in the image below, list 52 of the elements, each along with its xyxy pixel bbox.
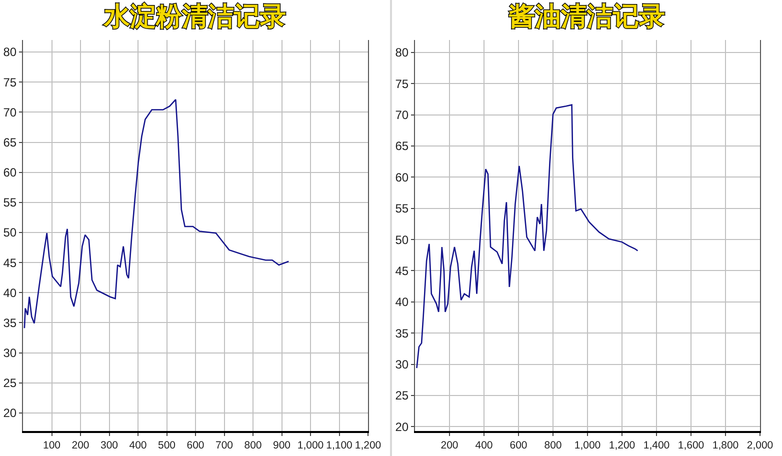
y-tick-label: 60	[3, 166, 17, 180]
x-tick-label: 700	[215, 440, 234, 452]
y-tick-label: 45	[3, 256, 17, 270]
x-tick-label: 1,100	[326, 440, 353, 452]
y-tick-label: 40	[395, 295, 409, 310]
line-series	[24, 98, 290, 329]
x-tick-label: 300	[100, 440, 118, 452]
y-tick-label: 65	[395, 139, 409, 154]
x-tick-label: 2,000	[746, 440, 774, 452]
x-tick-label: 800	[544, 440, 562, 452]
x-tick-label: 1,600	[678, 440, 704, 452]
y-tick-label: 20	[395, 420, 409, 434]
y-tick-label: 20	[3, 406, 17, 420]
x-tick-label: 1,800	[712, 440, 739, 452]
x-tick-label: 500	[158, 440, 176, 452]
y-tick-label: 55	[395, 202, 409, 216]
y-tick-label: 65	[3, 135, 17, 150]
x-tick-label: 600	[510, 440, 528, 452]
x-tick-label: 600	[186, 440, 204, 452]
x-tick-label: 200	[72, 440, 90, 452]
y-tick-label: 30	[3, 346, 17, 360]
x-tick-label: 1,400	[643, 440, 670, 452]
y-tick-label: 50	[395, 232, 409, 247]
y-tick-label: 75	[395, 76, 409, 91]
y-tick-label: 25	[3, 376, 17, 390]
x-tick-label: 100	[42, 440, 61, 452]
x-tick-label: 200	[440, 440, 458, 452]
x-tick-label: 1,000	[297, 440, 324, 452]
x-tick-label: 1,000	[574, 440, 601, 452]
x-tick-label: 400	[129, 440, 147, 452]
x-tick-label: 900	[272, 440, 291, 452]
y-tick-label: 80	[3, 45, 17, 60]
y-tick-label: 30	[395, 357, 409, 372]
y-tick-label: 40	[3, 286, 17, 300]
y-tick-label: 70	[395, 108, 409, 122]
y-tick-label: 50	[3, 226, 17, 240]
x-tick-label: 400	[475, 440, 493, 452]
chart-title: 酱油清洁记录	[508, 2, 665, 32]
y-tick-label: 45	[395, 264, 409, 278]
x-tick-label: 1,200	[354, 440, 382, 452]
chart-title: 水淀粉清洁记录	[103, 2, 286, 32]
y-tick-label: 35	[3, 316, 17, 330]
line-series	[416, 104, 638, 369]
x-tick-label: 800	[244, 440, 262, 452]
y-tick-label: 35	[395, 326, 409, 340]
y-tick-label: 70	[3, 105, 17, 120]
x-tick-label: 1,200	[608, 440, 636, 452]
y-tick-label: 75	[3, 75, 17, 90]
y-tick-label: 60	[395, 170, 409, 184]
y-tick-label: 55	[3, 196, 17, 210]
y-tick-label: 25	[395, 388, 409, 403]
y-tick-label: 80	[395, 46, 409, 60]
